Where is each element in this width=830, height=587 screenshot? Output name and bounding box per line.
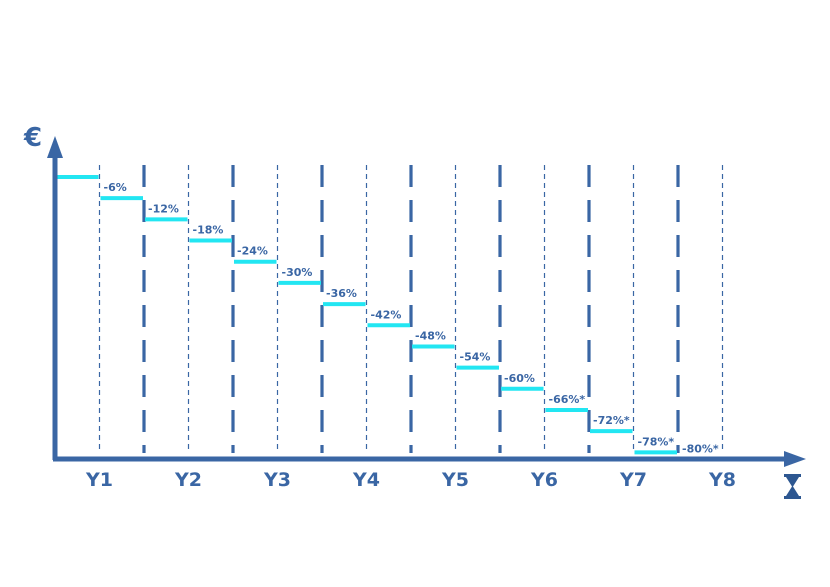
step-label: -60% (504, 372, 535, 385)
step-label: -18% (193, 224, 224, 237)
x-tick-label: Y8 (708, 469, 736, 491)
step-label: -42% (371, 308, 402, 321)
x-tick-label: Y4 (352, 469, 380, 491)
x-axis-arrow (784, 451, 806, 467)
step-label: -30% (282, 266, 313, 279)
y-axis-arrow (47, 136, 63, 158)
step-series (57, 175, 754, 462)
x-tick-label: Y6 (530, 469, 558, 491)
step-label: -24% (237, 245, 268, 258)
x-tick-label: Y5 (441, 469, 469, 491)
step-label: -48% (415, 329, 446, 342)
step-label: -54% (460, 351, 491, 364)
step-label: -80%* (682, 442, 719, 455)
step-label: -36% (326, 287, 357, 300)
step-label: -78%* (638, 435, 675, 448)
step-label: -66%* (549, 393, 586, 406)
x-tick-label: Y1 (85, 469, 113, 491)
axes: € (23, 123, 806, 499)
hourglass-icon (784, 474, 801, 499)
currency-symbol: € (23, 123, 42, 153)
grid-lines (98, 165, 724, 453)
step-label: -12% (148, 202, 179, 215)
x-tick-labels: Y1 Y2 Y3 Y4 Y5 Y6 Y7 Y8 (85, 469, 736, 491)
step-labels: -6% -12% -18% -24% -30% -36% -42% -48% -54% -60% -… (104, 181, 719, 455)
x-tick-label: Y7 (619, 469, 647, 491)
step-label: -72%* (593, 414, 630, 427)
step-label: -6% (104, 181, 127, 194)
x-tick-label: Y3 (263, 469, 291, 491)
x-tick-label: Y2 (174, 469, 202, 491)
